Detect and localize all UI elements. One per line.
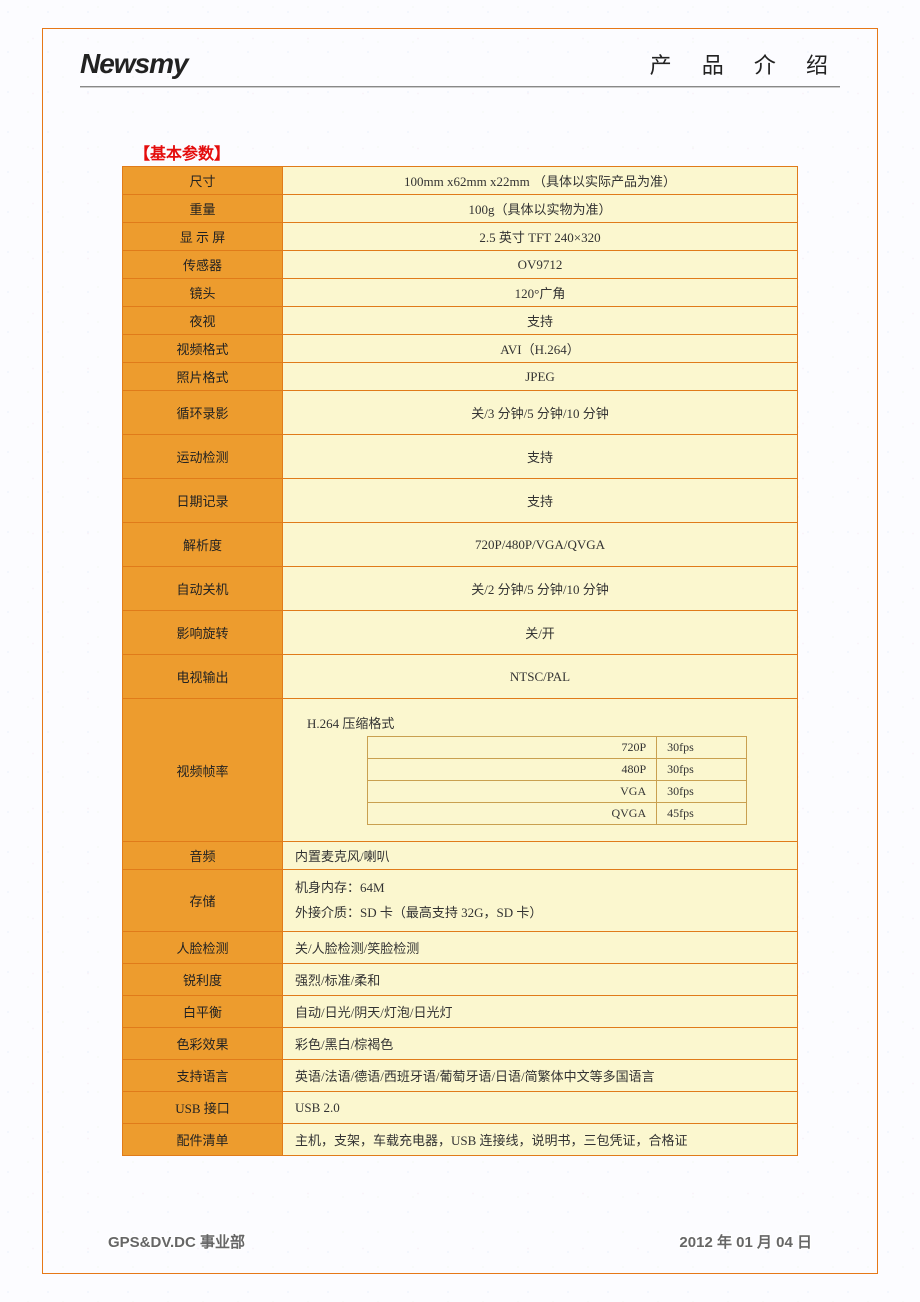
spec-label: 白平衡 bbox=[123, 996, 283, 1028]
spec-value: 机身内存：64M外接介质：SD 卡（最高支持 32G，SD 卡） bbox=[283, 870, 798, 932]
spec-label: 镜头 bbox=[123, 279, 283, 307]
spec-label: 人脸检测 bbox=[123, 932, 283, 964]
spec-label: 解析度 bbox=[123, 523, 283, 567]
spec-label: USB 接口 bbox=[123, 1092, 283, 1124]
spec-value: 强烈/标准/柔和 bbox=[283, 964, 798, 996]
spec-label: 夜视 bbox=[123, 307, 283, 335]
header-underline bbox=[80, 86, 840, 88]
spec-value: 100g（具体以实物为准） bbox=[283, 195, 798, 223]
spec-label: 传感器 bbox=[123, 251, 283, 279]
spec-value: 关/人脸检测/笑脸检测 bbox=[283, 932, 798, 964]
spec-value: AVI（H.264） bbox=[283, 335, 798, 363]
framerate-res: QVGA bbox=[368, 803, 657, 825]
spec-label: 色彩效果 bbox=[123, 1028, 283, 1060]
spec-value: 100mm x62mm x22mm （具体以实际产品为准） bbox=[283, 167, 798, 195]
spec-label: 电视输出 bbox=[123, 655, 283, 699]
spec-value: 关/开 bbox=[283, 611, 798, 655]
spec-label: 影响旋转 bbox=[123, 611, 283, 655]
spec-label: 支持语言 bbox=[123, 1060, 283, 1092]
spec-value: OV9712 bbox=[283, 251, 798, 279]
spec-value: 主机，支架，车载充电器，USB 连接线，说明书，三包凭证，合格证 bbox=[283, 1124, 798, 1156]
spec-table: 尺寸100mm x62mm x22mm （具体以实际产品为准）重量100g（具体… bbox=[122, 166, 798, 1156]
spec-value: 自动/日光/阴天/灯泡/日光灯 bbox=[283, 996, 798, 1028]
framerate-fps: 30fps bbox=[657, 737, 747, 759]
section-title: 【基本参数】 bbox=[134, 140, 230, 164]
framerate-fps: 30fps bbox=[657, 781, 747, 803]
spec-label: 音频 bbox=[123, 842, 283, 870]
spec-value: 支持 bbox=[283, 479, 798, 523]
spec-value: 2.5 英寸 TFT 240×320 bbox=[283, 223, 798, 251]
page-title: 产 品 介 绍 bbox=[650, 48, 840, 80]
framerate-title: H.264 压缩格式 bbox=[307, 713, 777, 732]
spec-value: JPEG bbox=[283, 363, 798, 391]
spec-value: 英语/法语/德语/西班牙语/葡萄牙语/日语/简繁体中文等多国语言 bbox=[283, 1060, 798, 1092]
storage-internal: 机身内存：64M bbox=[295, 876, 789, 901]
framerate-fps: 30fps bbox=[657, 759, 747, 781]
spec-label: 锐利度 bbox=[123, 964, 283, 996]
framerate-res: VGA bbox=[368, 781, 657, 803]
spec-value: 彩色/黑白/棕褐色 bbox=[283, 1028, 798, 1060]
footer-department: GPS&DV.DC 事业部 bbox=[108, 1231, 245, 1252]
framerate-fps: 45fps bbox=[657, 803, 747, 825]
spec-label: 照片格式 bbox=[123, 363, 283, 391]
spec-label: 日期记录 bbox=[123, 479, 283, 523]
spec-label: 重量 bbox=[123, 195, 283, 223]
spec-label: 存储 bbox=[123, 870, 283, 932]
spec-value: 支持 bbox=[283, 435, 798, 479]
spec-label: 运动检测 bbox=[123, 435, 283, 479]
spec-label: 视频格式 bbox=[123, 335, 283, 363]
spec-value: USB 2.0 bbox=[283, 1092, 798, 1124]
spec-value: 720P/480P/VGA/QVGA bbox=[283, 523, 798, 567]
storage-external: 外接介质：SD 卡（最高支持 32G，SD 卡） bbox=[295, 901, 789, 926]
framerate-res: 720P bbox=[368, 737, 657, 759]
spec-label: 视频帧率 bbox=[123, 699, 283, 842]
spec-value: 内置麦克风/喇叭 bbox=[283, 842, 798, 870]
footer-date: 2012 年 01 月 04 日 bbox=[679, 1231, 812, 1252]
spec-label: 配件清单 bbox=[123, 1124, 283, 1156]
framerate-res: 480P bbox=[368, 759, 657, 781]
spec-label: 显 示 屏 bbox=[123, 223, 283, 251]
spec-value: H.264 压缩格式720P30fps480P30fpsVGA30fpsQVGA… bbox=[283, 699, 798, 842]
spec-value: 关/2 分钟/5 分钟/10 分钟 bbox=[283, 567, 798, 611]
framerate-table: 720P30fps480P30fpsVGA30fpsQVGA45fps bbox=[367, 736, 747, 825]
spec-label: 循环录影 bbox=[123, 391, 283, 435]
spec-label: 尺寸 bbox=[123, 167, 283, 195]
spec-label: 自动关机 bbox=[123, 567, 283, 611]
brand-logo: Newsmy bbox=[80, 48, 188, 80]
spec-value: 120°广角 bbox=[283, 279, 798, 307]
spec-value: NTSC/PAL bbox=[283, 655, 798, 699]
page-header: Newsmy 产 品 介 绍 bbox=[80, 48, 840, 84]
spec-value: 关/3 分钟/5 分钟/10 分钟 bbox=[283, 391, 798, 435]
spec-value: 支持 bbox=[283, 307, 798, 335]
